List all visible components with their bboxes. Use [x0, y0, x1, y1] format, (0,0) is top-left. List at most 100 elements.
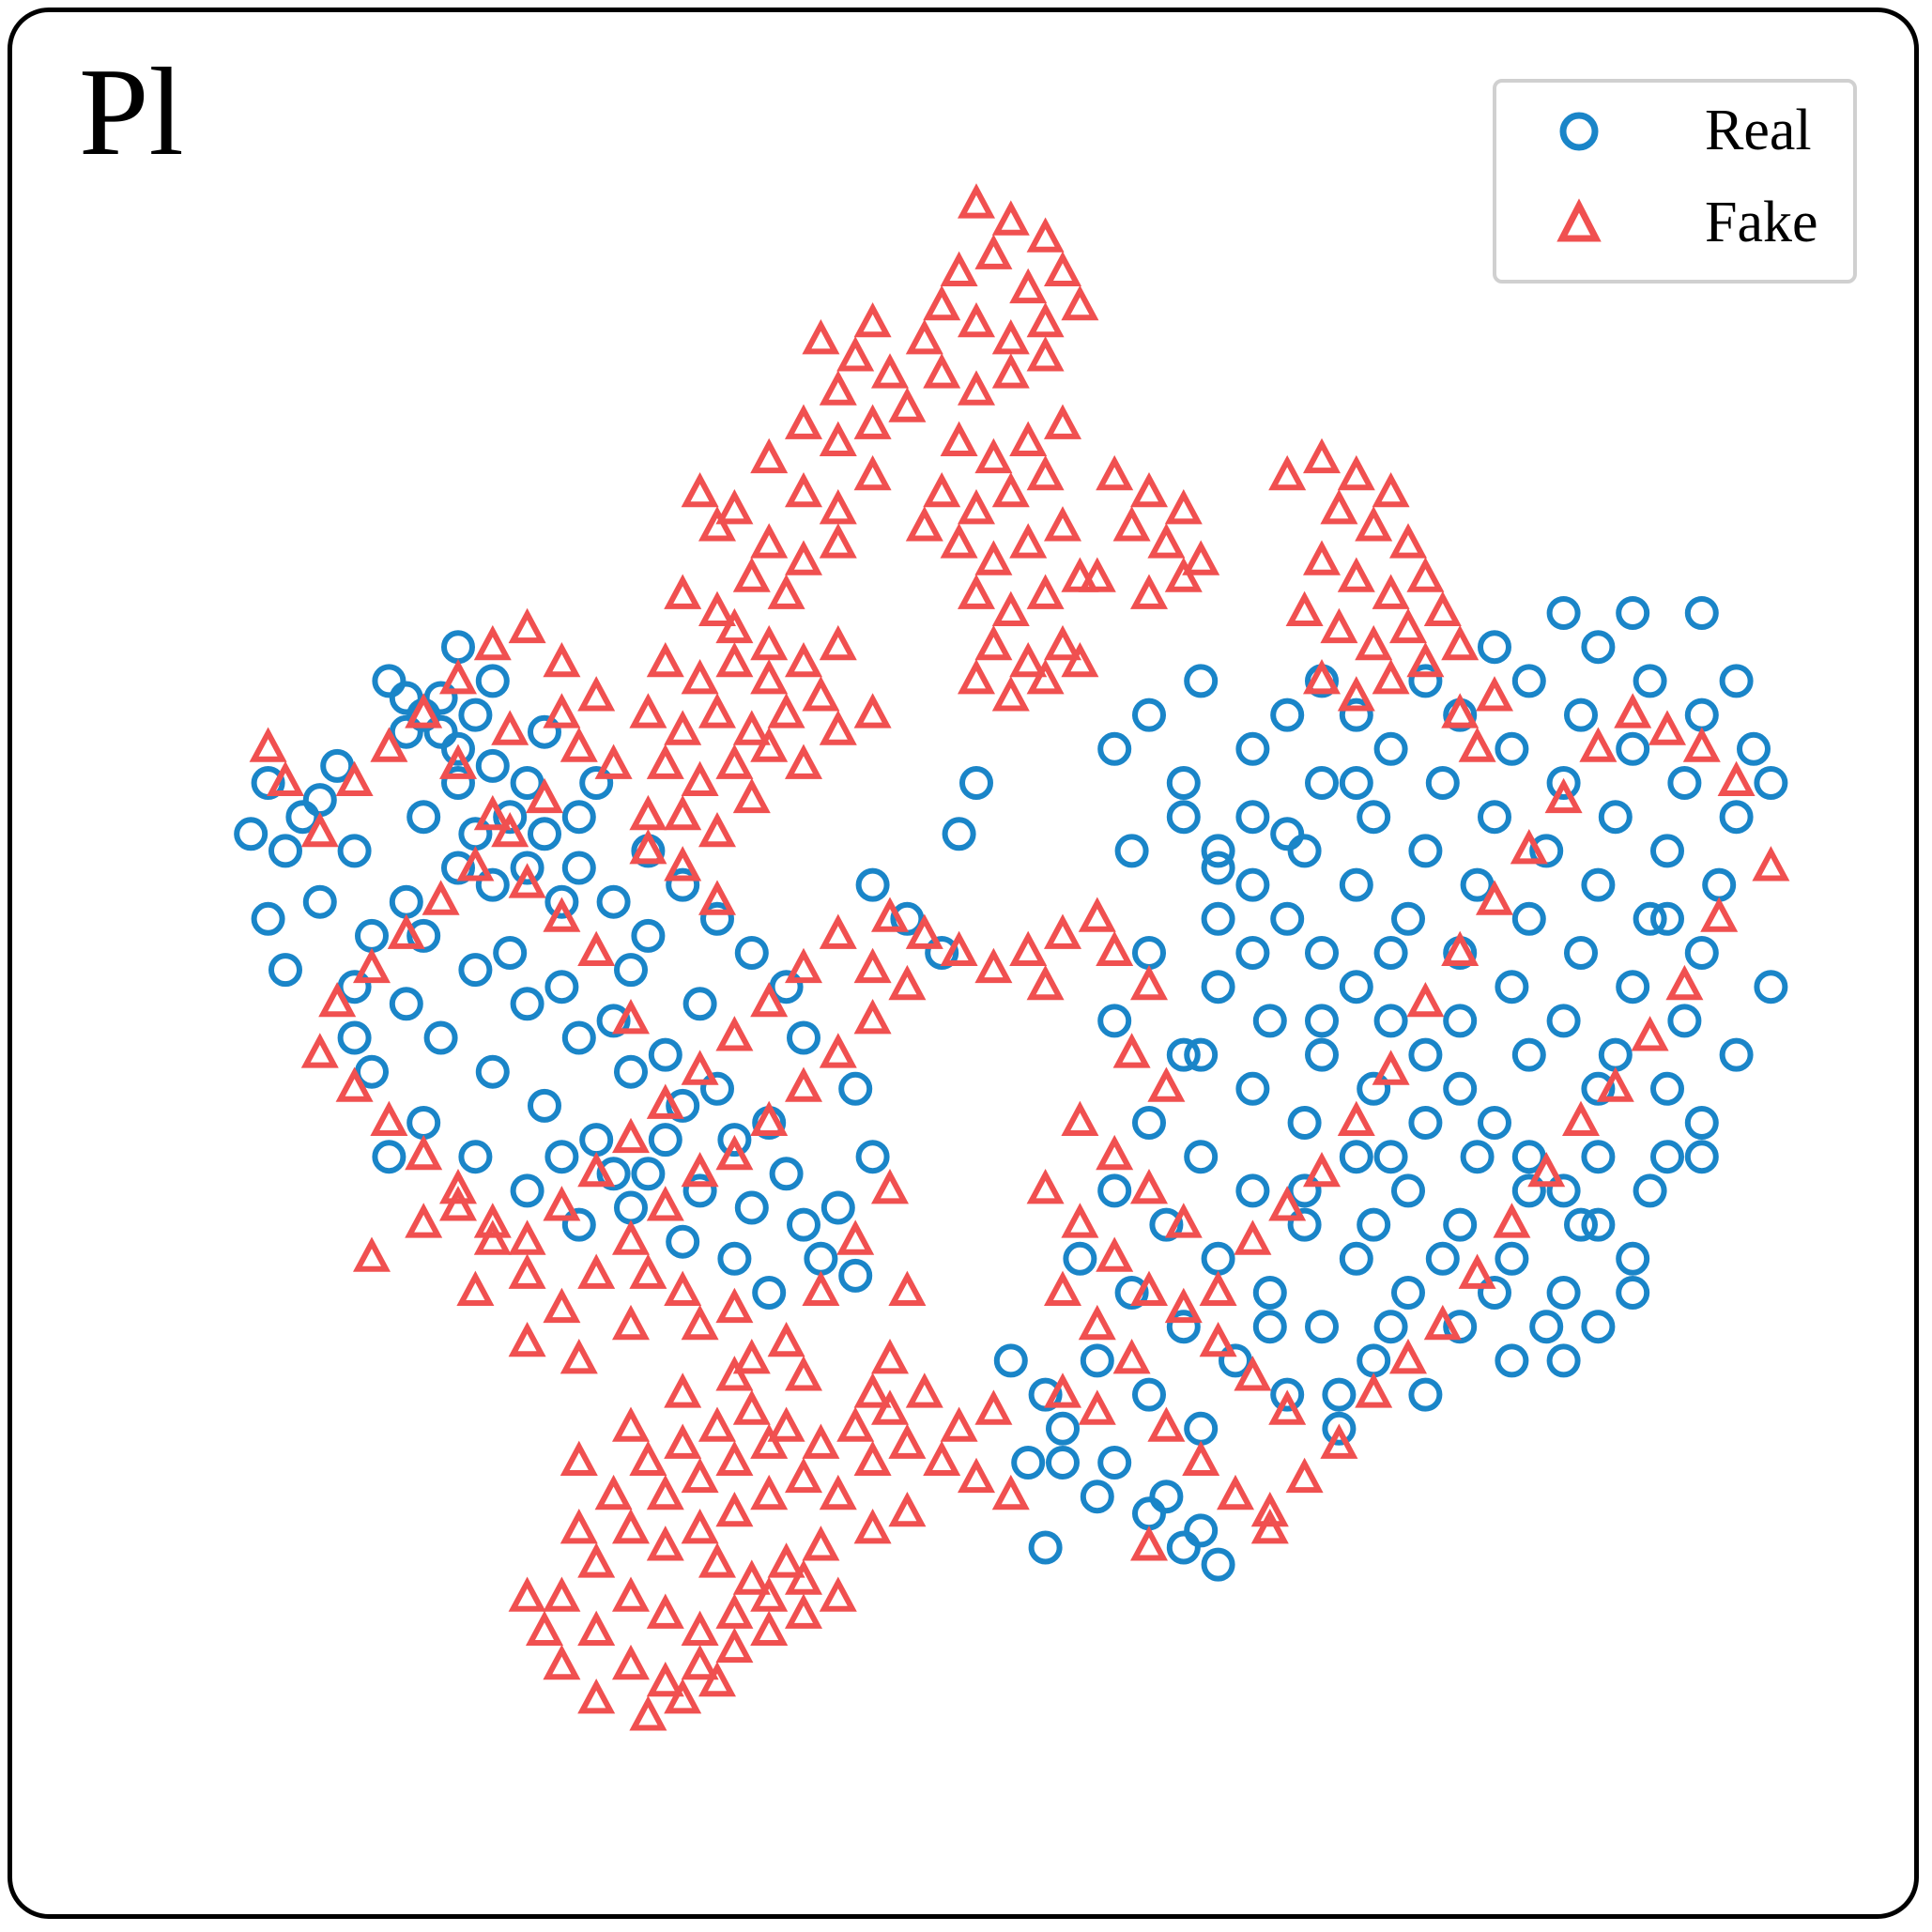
real-point	[1270, 698, 1305, 732]
fake-point	[681, 1509, 719, 1544]
real-point	[666, 1224, 700, 1259]
fake-point	[1302, 540, 1342, 575]
real-point	[1391, 1173, 1425, 1208]
real-point	[1564, 698, 1598, 732]
real-point	[423, 681, 458, 715]
fake-point	[611, 1219, 651, 1255]
real-point	[268, 953, 302, 988]
real-point	[475, 1054, 510, 1089]
fake-point	[438, 659, 478, 695]
fake-point	[1112, 506, 1151, 542]
fake-point	[560, 727, 598, 762]
fake-point	[802, 319, 840, 355]
fake-point	[611, 1406, 651, 1442]
fake-point	[577, 1610, 616, 1646]
fake-point	[732, 777, 771, 814]
real-point	[717, 1123, 752, 1158]
fake-point	[1406, 641, 1445, 678]
fake-point	[750, 437, 789, 474]
fake-point	[1441, 693, 1480, 728]
fake-point	[905, 506, 943, 542]
real-point	[561, 1020, 596, 1055]
real-point	[1443, 1004, 1478, 1038]
fake-point	[1579, 727, 1618, 762]
real-point	[1684, 936, 1719, 970]
real-point	[337, 1020, 372, 1055]
fake-point	[664, 710, 702, 745]
fake-point	[853, 454, 892, 491]
fake-point	[715, 1356, 754, 1391]
real-point	[458, 817, 493, 851]
real-point	[1633, 901, 1667, 936]
fake-point	[577, 1253, 616, 1289]
fake-point	[438, 744, 478, 779]
real-point	[1495, 1343, 1529, 1378]
real-point	[1408, 834, 1443, 868]
real-point	[682, 1173, 717, 1208]
real-point	[561, 1207, 596, 1242]
fake-point	[698, 811, 737, 848]
fake-point	[1096, 454, 1134, 491]
real-point	[1235, 867, 1270, 902]
real-point	[389, 681, 423, 715]
fake-point	[888, 387, 927, 422]
real-point	[838, 1071, 873, 1106]
fake-point	[888, 964, 927, 1001]
real-point	[1235, 936, 1270, 970]
real-point	[1235, 731, 1270, 766]
real-point	[1702, 867, 1737, 902]
real-point	[320, 748, 355, 783]
fake-point	[1561, 1100, 1601, 1136]
real-point	[752, 1276, 787, 1310]
real-point	[682, 987, 717, 1021]
fake-point	[1717, 760, 1756, 796]
fake-point	[611, 1117, 651, 1154]
real-point	[1166, 1310, 1201, 1344]
real-point	[1616, 1276, 1650, 1310]
fake-point	[508, 1321, 546, 1357]
fake-point	[1302, 1151, 1342, 1188]
fake-point	[1372, 574, 1410, 609]
fake-point	[629, 1253, 667, 1289]
fake-point	[1182, 540, 1220, 575]
fake-point	[1129, 1270, 1169, 1306]
fake-point	[1009, 641, 1048, 678]
real-point	[1305, 1310, 1339, 1344]
fake-point	[715, 1016, 754, 1051]
fake-point	[974, 540, 1013, 575]
fake-point	[646, 1083, 684, 1119]
fake-point	[1147, 1406, 1186, 1442]
fake-point	[681, 1457, 719, 1494]
fake-point	[646, 1526, 684, 1561]
fake-point	[853, 1509, 892, 1544]
fake-point	[819, 523, 857, 559]
real-point	[1616, 731, 1650, 766]
fake-point	[715, 744, 754, 779]
real-point	[1546, 766, 1581, 800]
fake-point	[1527, 1151, 1566, 1188]
real-point	[1719, 800, 1754, 835]
fake-point	[1372, 471, 1410, 508]
legend-entry-real: Real	[1496, 84, 1853, 178]
fake-point	[1250, 1491, 1289, 1527]
real-point	[1097, 1004, 1132, 1038]
fake-point	[1026, 964, 1065, 1001]
real-point	[1166, 1530, 1201, 1565]
real-point	[855, 1140, 890, 1174]
fake-point	[870, 1389, 910, 1425]
fake-point	[802, 1270, 840, 1306]
real-point	[596, 1157, 631, 1191]
fake-point	[629, 693, 667, 728]
real-point	[441, 851, 475, 885]
real-point	[1011, 1446, 1046, 1480]
fake-point	[991, 676, 1030, 712]
real-point	[389, 884, 423, 919]
real-point	[1546, 596, 1581, 630]
fake-point	[715, 489, 754, 525]
fake-point	[853, 693, 892, 728]
real-point	[1511, 901, 1546, 936]
real-point	[1581, 630, 1616, 665]
real-point	[1408, 1106, 1443, 1140]
fake-point	[473, 1203, 512, 1238]
fake-point	[1129, 574, 1169, 609]
